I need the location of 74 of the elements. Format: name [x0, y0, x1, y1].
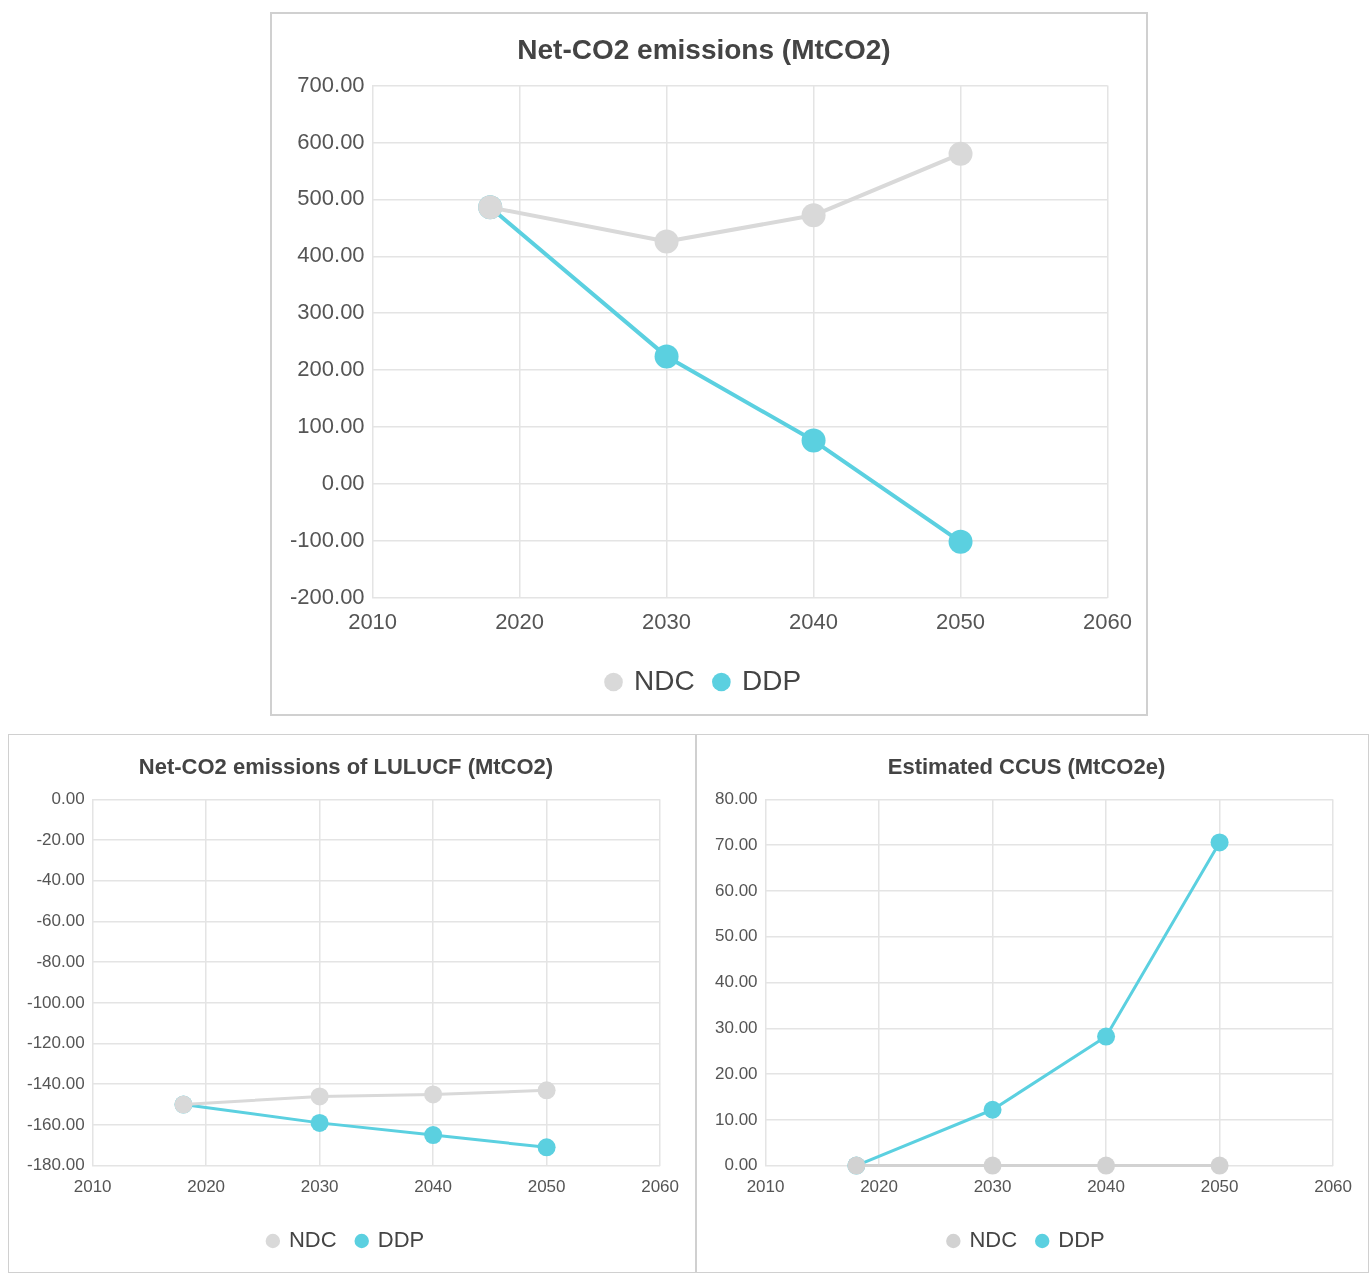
- y-tick-label: -100.00: [26, 992, 85, 1012]
- legend-label: NDC: [634, 664, 695, 696]
- y-tick-label: 400.00: [297, 242, 365, 268]
- x-tick-label: 2020: [495, 608, 545, 634]
- x-tick-label: 2040: [414, 1177, 453, 1197]
- chart-title: Estimated CCUS (MtCO2e): [887, 754, 1166, 780]
- y-tick-label: 40.00: [714, 972, 758, 992]
- x-tick-label: 2060: [1314, 1177, 1352, 1197]
- point: [654, 344, 679, 369]
- x-tick-label: 2060: [1083, 608, 1133, 634]
- y-tick-label: -140.00: [26, 1073, 85, 1093]
- legend-label: DDP: [377, 1227, 425, 1253]
- point: [801, 428, 826, 453]
- legend-label: DDP: [741, 664, 802, 696]
- x-tick-label: 2050: [527, 1177, 566, 1197]
- y-tick-label: -60.00: [36, 911, 85, 931]
- y-tick-label: -80.00: [36, 951, 85, 971]
- point: [801, 203, 826, 228]
- x-tick-label: 2020: [860, 1177, 898, 1197]
- y-tick-label: 200.00: [297, 356, 365, 382]
- y-tick-label: -100.00: [289, 526, 365, 552]
- y-tick-label: 20.00: [714, 1063, 758, 1083]
- y-tick-label: 0.00: [51, 789, 85, 809]
- y-tick-label: 50.00: [714, 926, 758, 946]
- point: [1210, 1156, 1229, 1175]
- legend-label: NDC: [288, 1227, 337, 1253]
- x-tick-label: 2030: [642, 608, 692, 634]
- y-tick-label: 80.00: [714, 789, 758, 809]
- y-tick-label: 70.00: [714, 834, 758, 854]
- x-tick-label: 2030: [300, 1177, 339, 1197]
- x-tick-label: 2040: [789, 608, 839, 634]
- point: [983, 1100, 1002, 1119]
- point: [424, 1085, 443, 1104]
- y-tick-label: 700.00: [297, 71, 365, 97]
- point: [948, 529, 973, 554]
- legend-label: NDC: [969, 1227, 1018, 1253]
- x-tick-label: 2050: [936, 608, 986, 634]
- x-tick-label: 2050: [1200, 1177, 1239, 1197]
- chart-title: Net-CO2 emissions of LULUCF (MtCO2): [138, 754, 554, 780]
- y-tick-label: 100.00: [297, 413, 365, 438]
- point: [424, 1126, 443, 1145]
- point: [537, 1138, 556, 1157]
- point: [983, 1156, 1002, 1175]
- point: [948, 141, 973, 166]
- y-tick-label: 60.00: [714, 880, 758, 900]
- y-tick-label: -120.00: [26, 1033, 85, 1053]
- y-tick-label: 0.00: [724, 1155, 758, 1175]
- point: [1097, 1156, 1116, 1175]
- point: [654, 229, 679, 254]
- x-tick-label: 2020: [187, 1177, 226, 1197]
- legend-label: DDP: [1058, 1227, 1105, 1253]
- y-tick-label: 0.00: [321, 469, 365, 495]
- point: [310, 1113, 329, 1132]
- x-tick-label: 2010: [73, 1177, 112, 1197]
- x-tick-label: 2010: [746, 1177, 785, 1197]
- x-tick-label: 2040: [1087, 1177, 1125, 1197]
- y-tick-label: -160.00: [26, 1114, 85, 1134]
- point: [1097, 1027, 1116, 1046]
- y-tick-label: 600.00: [297, 128, 365, 154]
- y-tick-label: -180.00: [26, 1155, 85, 1175]
- x-tick-label: 2030: [973, 1177, 1012, 1197]
- y-tick-label: 300.00: [297, 299, 365, 325]
- point: [1210, 833, 1229, 852]
- y-tick-label: -200.00: [289, 583, 365, 609]
- y-tick-label: 10.00: [714, 1109, 758, 1129]
- chart-title: Net-CO2 emissions (MtCO2): [517, 33, 891, 65]
- y-tick-label: -20.00: [36, 829, 85, 849]
- y-tick-label: -40.00: [36, 870, 85, 890]
- x-tick-label: 2010: [348, 608, 398, 634]
- y-tick-label: 500.00: [297, 185, 365, 211]
- point: [537, 1081, 556, 1100]
- x-tick-label: 2060: [641, 1177, 679, 1197]
- y-tick-label: 30.00: [714, 1017, 758, 1037]
- point: [310, 1087, 329, 1106]
